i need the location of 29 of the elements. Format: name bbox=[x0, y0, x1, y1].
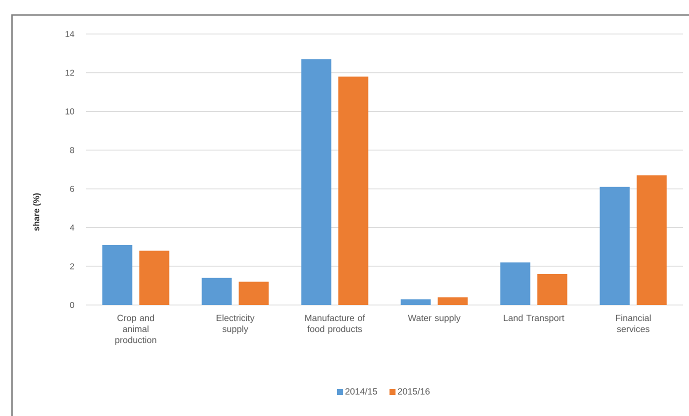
bar bbox=[636, 175, 667, 305]
x-tick-label: Crop and animal production bbox=[115, 314, 156, 345]
bar bbox=[338, 76, 368, 305]
bar bbox=[301, 59, 332, 305]
y-tick-label: 0 bbox=[70, 302, 74, 308]
x-tick-label: Electricity supply bbox=[216, 314, 254, 334]
bar bbox=[500, 262, 530, 305]
x-tick-label: Water supply bbox=[408, 314, 461, 323]
y-axis-title: share (%) bbox=[33, 193, 41, 231]
bar bbox=[102, 244, 132, 305]
x-tick-label: Manufacture of food products bbox=[305, 314, 366, 334]
bar bbox=[139, 250, 170, 305]
y-tick-label: 8 bbox=[70, 147, 74, 154]
bar bbox=[400, 299, 431, 305]
y-tick-label: 4 bbox=[70, 224, 74, 230]
x-tick-label: Land Transport bbox=[504, 314, 564, 323]
x-tick-label: Financial services bbox=[616, 314, 651, 332]
legend-label: 2015/16 bbox=[398, 388, 430, 395]
bar bbox=[438, 297, 468, 305]
bar bbox=[537, 274, 568, 305]
legend-label: 2014/15 bbox=[345, 388, 378, 395]
bar bbox=[238, 282, 269, 305]
y-tick-label: 6 bbox=[70, 186, 74, 192]
bar bbox=[202, 278, 232, 305]
y-tick-label: 2 bbox=[70, 263, 74, 270]
y-tick-label: 14 bbox=[66, 31, 74, 37]
y-tick-label: 12 bbox=[66, 70, 74, 76]
bar bbox=[600, 186, 630, 305]
y-tick-label: 10 bbox=[66, 108, 74, 114]
